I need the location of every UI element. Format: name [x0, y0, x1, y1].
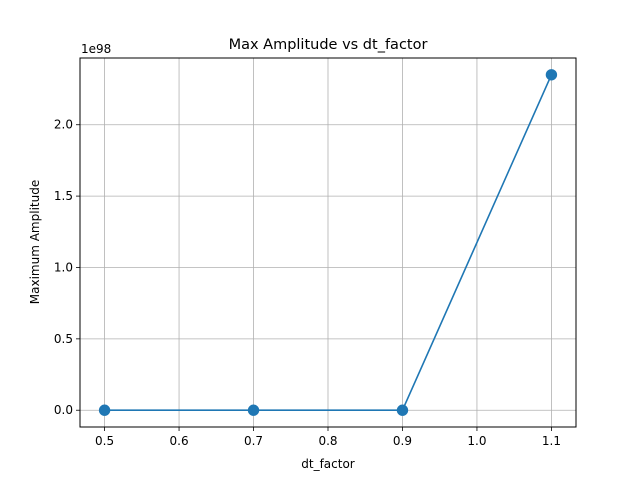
x-tick-label: 0.9: [393, 434, 412, 448]
plot-frame: [79, 57, 577, 428]
y-tick-label: 1.5: [54, 189, 73, 203]
x-tick-label: 1.0: [467, 434, 486, 448]
x-tick-label: 0.5: [95, 434, 114, 448]
data-point: [396, 404, 409, 416]
data-point: [545, 69, 558, 81]
y-axis-offset-label: 1e98: [81, 42, 111, 56]
axis-ticks: 0.5 0.6 0.7 0.8 0.9 1.0 1.1 0.0 0.5 1.0 1.5 2.0: [54, 118, 561, 448]
y-tick-label: 2.0: [54, 118, 73, 132]
data-point: [98, 404, 111, 416]
x-tick-label: 0.7: [244, 434, 263, 448]
y-tick-label: 0.0: [54, 403, 73, 417]
y-tick-label: 0.5: [54, 332, 73, 346]
x-axis-label: dt_factor: [301, 457, 355, 471]
x-tick-label: 0.6: [170, 434, 189, 448]
series-line: [104, 74, 553, 412]
y-tick-label: 1.0: [54, 260, 73, 274]
chart-title: Max Amplitude vs dt_factor: [229, 37, 428, 53]
x-tick-label: 1.1: [542, 434, 561, 448]
y-axis-label: Maximum Amplitude: [28, 180, 42, 304]
data-point: [247, 404, 260, 416]
x-tick-label: 0.8: [318, 434, 337, 448]
series-layer: [98, 69, 558, 416]
